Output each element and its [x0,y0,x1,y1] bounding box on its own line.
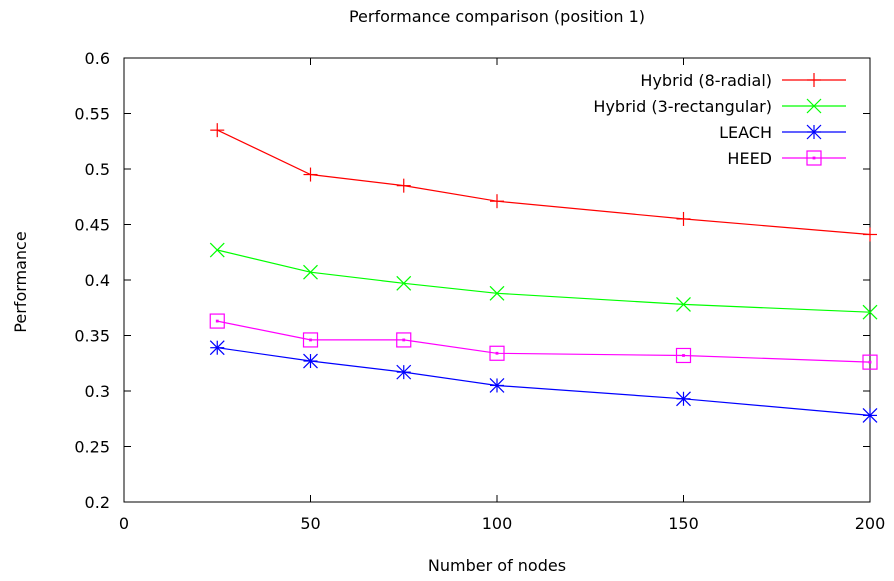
x-ticks: 0 50 100 150 200 [119,58,885,533]
data-point-star [303,353,318,369]
legend-item: HEED [727,149,846,168]
data-point-cross [396,275,412,291]
y-tick-label: 0.55 [74,105,110,124]
x-tick-label: 150 [668,514,699,533]
legend-item: Hybrid (3-rectangular) [593,97,846,116]
legend-item: Hybrid (8-radial) [640,71,846,90]
data-point-cross [303,264,318,280]
x-tick-label: 100 [482,514,513,533]
data-point-square [302,332,319,348]
x-tick-label: 200 [855,514,886,533]
y-tick-label: 0.45 [74,216,110,235]
y-tick-label: 0.3 [85,382,110,401]
data-point-plus [396,178,411,193]
data-point-plus [210,123,225,138]
legend-item: LEACH [719,123,846,142]
series-line [217,249,871,313]
legend-label: LEACH [719,123,772,142]
data-point-star [862,407,878,423]
data-point-square [396,332,412,348]
legend: Hybrid (8-radial) Hybrid (3-rectangular) L… [593,71,846,168]
series-line [217,129,871,236]
data-point-square [489,345,505,361]
series-line [217,347,871,416]
y-tick-label: 0.6 [85,49,110,68]
y-tick-label: 0.4 [85,271,110,290]
data-point-cross [676,296,691,312]
series-hybrid-3-rectangular [209,242,878,320]
x-tick-label: 0 [119,514,129,533]
y-ticks: 0.2 0.25 0.3 0.35 0.4 0.45 0.5 0.55 0.6 [74,49,870,512]
chart-title: Performance comparison (position 1) [349,7,645,26]
data-point-cross [806,98,822,114]
data-point-plus [863,227,877,242]
data-point-cross [209,242,225,258]
data-point-square [209,313,225,329]
data-point-cross [489,285,505,301]
series-leach [209,340,878,423]
data-point-star [209,340,225,356]
series-line [217,320,871,363]
y-tick-label: 0.35 [74,327,110,346]
data-point-plus [676,211,691,226]
legend-label: Hybrid (3-rectangular) [593,97,772,116]
data-point-star [806,124,822,140]
y-axis-label: Performance [11,231,30,332]
legend-label: Hybrid (8-radial) [640,71,772,90]
legend-label: HEED [727,149,772,168]
data-point-plus [490,194,504,209]
data-point-star [676,391,691,407]
series-hybrid-8-radial [210,123,877,242]
data-point-square [806,150,822,166]
series-heed [209,313,878,370]
y-tick-label: 0.25 [74,438,110,457]
y-tick-label: 0.5 [85,160,110,179]
y-tick-label: 0.2 [85,493,110,512]
data-point-plus [303,167,318,182]
x-axis-label: Number of nodes [428,556,566,575]
x-tick-label: 50 [300,514,320,533]
data-point-cross [862,304,878,320]
data-point-square [675,347,692,364]
data-point-star [396,364,412,380]
data-point-plus [807,73,821,87]
data-point-star [489,378,505,393]
series-layer [209,123,878,423]
data-point-square [862,354,878,370]
